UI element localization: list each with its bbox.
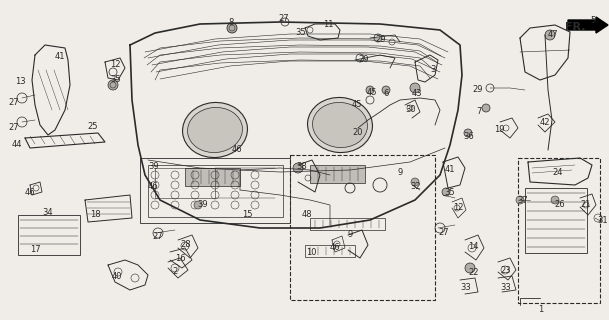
Text: 13: 13 (15, 77, 26, 86)
Text: 35: 35 (444, 188, 455, 197)
Text: 27: 27 (8, 98, 19, 107)
Text: 29: 29 (472, 85, 482, 94)
Text: 47: 47 (548, 30, 558, 39)
Bar (155, 168, 215, 198)
Ellipse shape (312, 102, 367, 148)
Bar (140, 158, 290, 223)
Text: 12: 12 (110, 60, 121, 69)
Ellipse shape (183, 102, 247, 157)
Text: 38: 38 (296, 162, 307, 171)
Text: 45: 45 (352, 100, 362, 109)
Circle shape (108, 80, 118, 90)
Text: 10: 10 (306, 248, 317, 257)
Text: 45: 45 (367, 88, 378, 97)
Text: 29: 29 (375, 35, 385, 44)
Text: 27: 27 (8, 123, 19, 132)
Circle shape (227, 23, 237, 33)
Text: 32: 32 (410, 182, 421, 191)
Circle shape (465, 263, 475, 273)
Circle shape (464, 129, 472, 137)
Bar (290, 155, 435, 300)
Text: 30: 30 (405, 105, 415, 114)
Text: 22: 22 (468, 268, 479, 277)
Text: 24: 24 (552, 168, 563, 177)
Text: 35: 35 (295, 28, 306, 37)
Text: 37: 37 (517, 196, 528, 205)
FancyArrow shape (568, 17, 608, 33)
Ellipse shape (308, 98, 373, 153)
Text: 9: 9 (348, 230, 353, 239)
Text: FR.: FR. (565, 22, 585, 32)
Text: 41: 41 (55, 52, 66, 61)
Text: 19: 19 (494, 125, 504, 134)
Text: 26: 26 (554, 200, 565, 209)
Text: 41: 41 (445, 165, 456, 174)
Text: 11: 11 (323, 20, 334, 29)
Text: 35: 35 (110, 75, 121, 84)
Bar (185, 168, 240, 186)
Bar (148, 165, 283, 217)
Text: 46: 46 (330, 243, 340, 252)
Text: 33: 33 (460, 283, 471, 292)
Bar (18, 215, 80, 255)
Circle shape (194, 201, 202, 209)
Circle shape (442, 188, 450, 196)
Text: 46: 46 (25, 188, 35, 197)
Circle shape (545, 30, 555, 40)
Text: 39: 39 (197, 200, 208, 209)
Text: 39: 39 (148, 162, 158, 171)
Text: 17: 17 (30, 245, 41, 254)
Bar (518, 158, 600, 303)
Text: 21: 21 (580, 200, 591, 209)
Text: 43: 43 (412, 89, 423, 98)
Text: 14: 14 (468, 242, 479, 251)
Bar (310, 218, 385, 230)
Text: 7: 7 (476, 107, 481, 116)
Bar (305, 245, 355, 257)
Text: 46: 46 (148, 182, 158, 191)
Text: 3: 3 (430, 65, 435, 74)
Text: 8: 8 (228, 18, 233, 27)
Text: 5: 5 (590, 16, 595, 25)
Text: 40: 40 (112, 272, 122, 281)
Bar (310, 165, 365, 183)
Text: 48: 48 (302, 210, 312, 219)
Text: 16: 16 (175, 254, 186, 263)
Text: 34: 34 (42, 208, 52, 217)
Text: 36: 36 (463, 132, 474, 141)
Circle shape (516, 196, 524, 204)
Circle shape (382, 86, 390, 94)
Circle shape (482, 104, 490, 112)
Ellipse shape (188, 108, 242, 153)
Text: 20: 20 (352, 128, 362, 137)
Circle shape (366, 86, 374, 94)
Text: 28: 28 (180, 240, 191, 249)
Text: 46: 46 (232, 145, 242, 154)
Text: 23: 23 (500, 266, 510, 275)
Text: 6: 6 (383, 89, 389, 98)
Text: 1: 1 (538, 305, 543, 314)
Text: 2: 2 (172, 267, 177, 276)
Text: 25: 25 (87, 122, 97, 131)
Text: 15: 15 (242, 210, 253, 219)
Circle shape (293, 163, 303, 173)
Text: 29: 29 (358, 55, 368, 64)
Text: 27: 27 (278, 14, 289, 23)
Text: 12: 12 (453, 203, 463, 212)
Text: 44: 44 (12, 140, 23, 149)
Text: 27: 27 (152, 232, 163, 241)
Text: 27: 27 (438, 228, 449, 237)
Text: 18: 18 (90, 210, 100, 219)
Circle shape (411, 178, 419, 186)
Bar (525, 188, 587, 253)
Circle shape (551, 196, 559, 204)
Text: 31: 31 (597, 216, 608, 225)
Circle shape (410, 83, 420, 93)
Text: 42: 42 (540, 118, 551, 127)
Text: 9: 9 (398, 168, 403, 177)
Text: 33: 33 (500, 283, 511, 292)
